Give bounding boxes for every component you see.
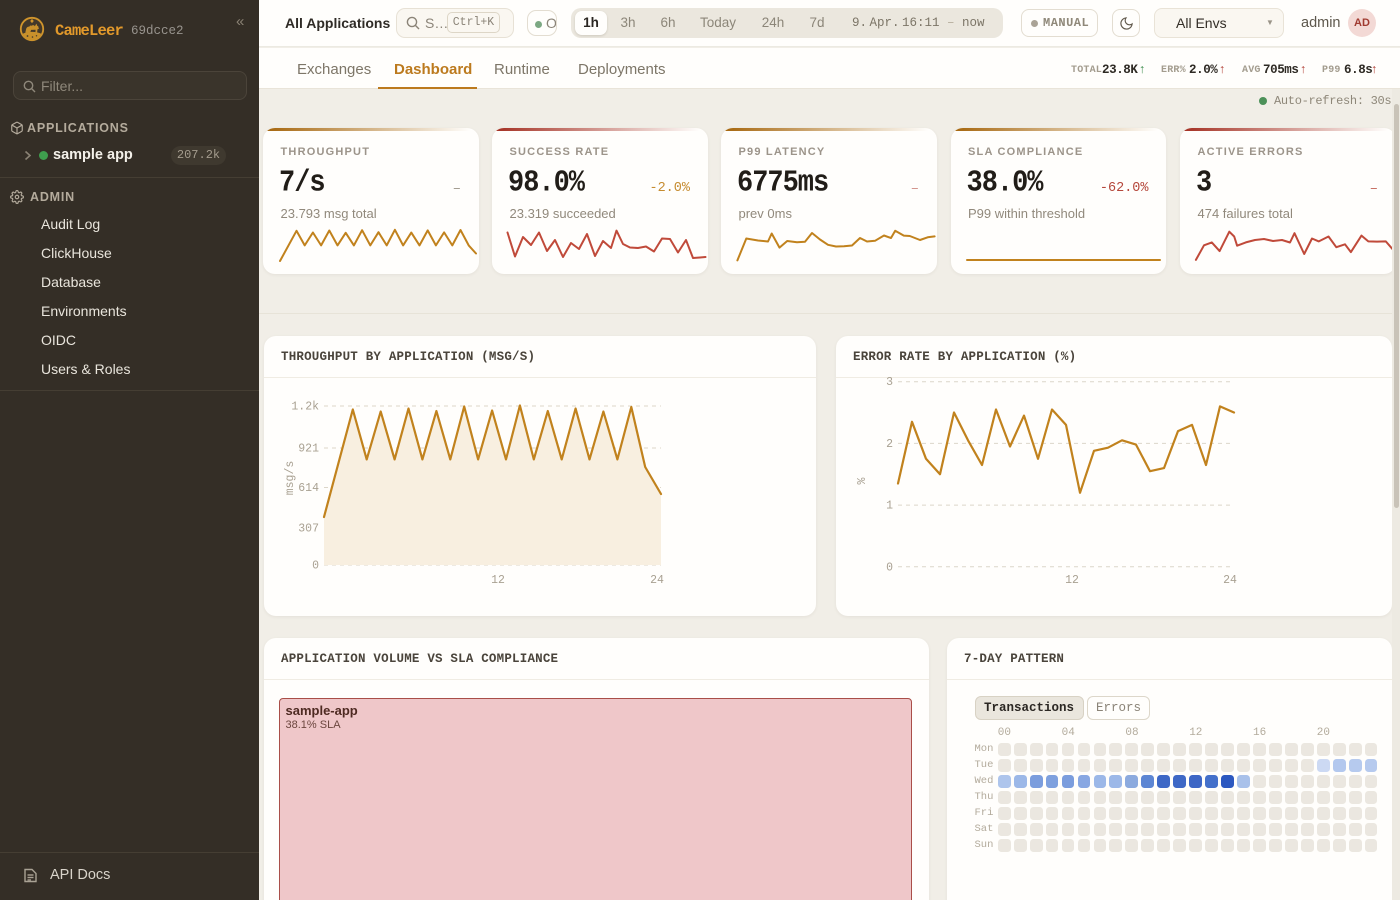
svg-text:24: 24 xyxy=(650,574,664,587)
svg-text:12: 12 xyxy=(491,574,505,587)
svg-text:msg/s: msg/s xyxy=(284,461,297,496)
svg-text:1: 1 xyxy=(886,500,893,513)
svg-text:2: 2 xyxy=(886,438,893,451)
svg-text:12: 12 xyxy=(1065,574,1079,587)
svg-text:%: % xyxy=(856,477,869,484)
svg-text:307: 307 xyxy=(298,523,319,536)
svg-text:24: 24 xyxy=(1223,574,1237,587)
svg-text:921: 921 xyxy=(298,443,319,456)
svg-text:1.2k: 1.2k xyxy=(291,401,319,414)
svg-text:0: 0 xyxy=(886,561,893,574)
svg-text:3: 3 xyxy=(886,377,893,389)
svg-text:614: 614 xyxy=(298,482,319,495)
svg-text:0: 0 xyxy=(312,560,319,573)
